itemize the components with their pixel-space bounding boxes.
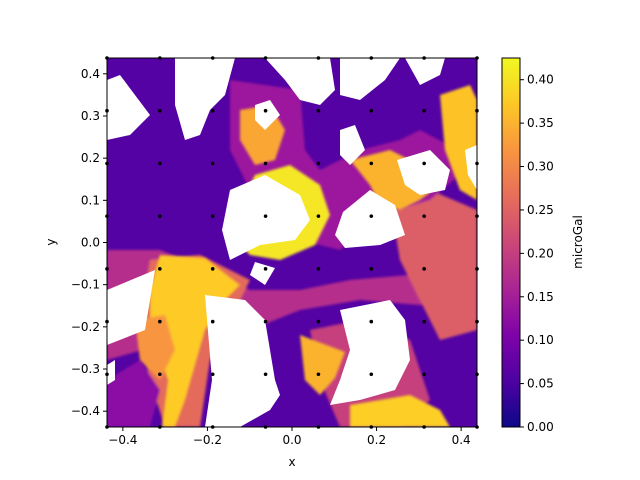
measurement-point	[263, 108, 268, 113]
measurement-point	[369, 319, 374, 324]
colorbar-ticks: 0.00 0.05 0.10 0.15 0.20 0.25 0.30 0.35 0.40	[520, 73, 554, 434]
colorbar-label: microGal	[571, 215, 585, 269]
y-axis-ticks: −0.4 −0.3 −0.2 −0.1 0.0 0.1 0.2 0.3 0.4	[71, 67, 107, 418]
measurement-point	[422, 108, 426, 113]
y-tick-label: −0.1	[71, 278, 100, 292]
x-tick-label: −0.4	[108, 433, 137, 447]
measurement-point	[316, 161, 321, 166]
colorbar: 0.00 0.05 0.10 0.15 0.20 0.25 0.30 0.35 0.40 mic…	[501, 57, 585, 434]
measurement-point	[210, 319, 215, 324]
measurement-point	[263, 372, 268, 377]
colorbar-frame	[501, 57, 521, 428]
measurement-point	[158, 267, 162, 271]
colorbar-tick-label: 0.40	[527, 73, 554, 87]
measurement-point	[422, 267, 426, 271]
measurement-point	[210, 372, 215, 377]
x-tick-label: 0.2	[367, 433, 386, 447]
colorbar-tick-label: 0.30	[527, 160, 554, 174]
measurement-point	[369, 214, 374, 218]
measurement-point	[263, 267, 268, 271]
x-tick-label: 0.0	[282, 433, 301, 447]
y-tick-label: 0.2	[81, 151, 100, 165]
colorbar-tick-label: 0.00	[527, 420, 554, 434]
x-axis-label: x	[288, 455, 295, 469]
measurement-point	[369, 108, 374, 113]
measurement-point	[422, 319, 426, 324]
colorbar-tick-label: 0.35	[527, 116, 554, 130]
measurement-point	[263, 161, 268, 166]
x-tick-label: 0.4	[452, 433, 471, 447]
x-tick-label: −0.2	[193, 433, 222, 447]
colorbar-gradient	[502, 58, 520, 427]
measurement-point	[158, 319, 162, 324]
measurement-point	[210, 108, 215, 113]
measurement-point	[210, 214, 215, 218]
measurement-point	[158, 161, 162, 166]
measurement-point	[422, 214, 426, 218]
y-tick-label: −0.2	[71, 320, 100, 334]
y-tick-label: 0.1	[81, 193, 100, 207]
contour-fill	[107, 58, 477, 427]
colorbar-tick-label: 0.20	[527, 246, 554, 260]
measurement-point	[422, 161, 426, 166]
y-tick-label: 0.0	[81, 236, 100, 250]
measurement-point	[316, 214, 321, 218]
measurement-point	[422, 372, 426, 377]
y-tick-label: −0.4	[71, 404, 100, 418]
colorbar-tick-label: 0.25	[527, 203, 554, 217]
measurement-point	[263, 214, 268, 218]
y-tick-label: −0.3	[71, 362, 100, 376]
measurement-point	[210, 161, 215, 166]
measurement-point	[316, 108, 321, 113]
x-axis-ticks: −0.4 −0.2 0.0 0.2 0.4	[108, 427, 471, 447]
measurement-point	[369, 267, 374, 271]
colorbar-tick-label: 0.05	[527, 377, 554, 391]
measurement-point	[263, 319, 268, 324]
measurement-point	[158, 372, 162, 377]
contour-holes	[107, 58, 477, 427]
measurement-point	[158, 108, 162, 113]
plot-area	[105, 56, 479, 429]
measurement-point	[316, 319, 321, 324]
measurement-point	[316, 372, 321, 377]
measurement-point	[369, 372, 374, 377]
colorbar-tick-label: 0.10	[527, 333, 554, 347]
measurement-point	[158, 214, 162, 218]
colorbar-tick-label: 0.15	[527, 290, 554, 304]
measurement-point	[316, 267, 321, 271]
measurement-point	[210, 267, 215, 271]
y-tick-label: 0.4	[81, 67, 100, 81]
y-tick-label: 0.3	[81, 109, 100, 123]
y-axis-label: y	[44, 238, 58, 245]
measurement-point	[369, 161, 374, 166]
